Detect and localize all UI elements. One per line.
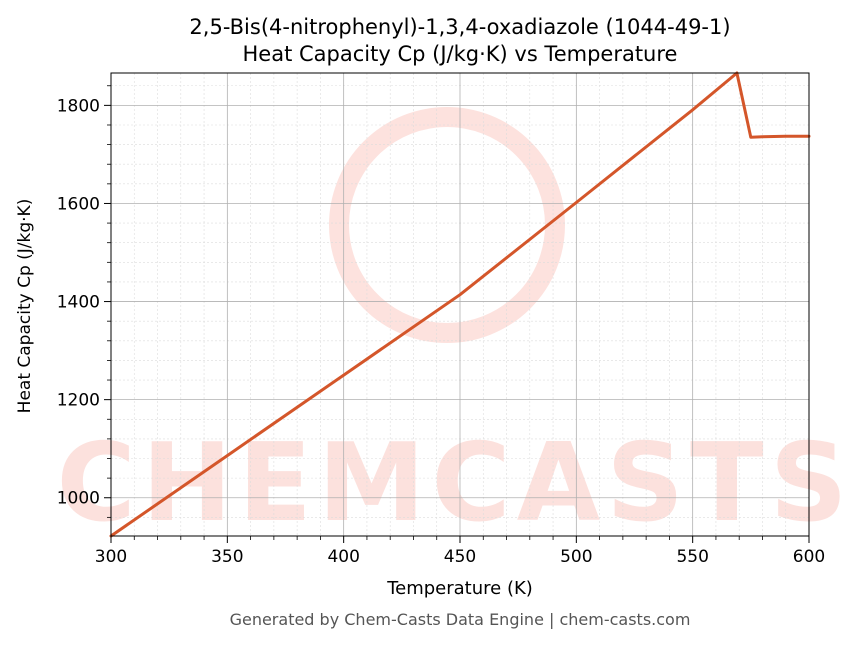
x-tick-label: 500 — [560, 547, 592, 567]
x-tick-label: 350 — [211, 547, 243, 567]
x-tick-label: 300 — [95, 547, 127, 567]
y-tick-label: 1600 — [57, 194, 100, 214]
x-tick-label: 550 — [676, 547, 708, 567]
x-axis-label: Temperature (K) — [386, 578, 533, 599]
footer-credit: Generated by Chem-Casts Data Engine | ch… — [230, 610, 691, 629]
chemcasts-watermark: CHEMCASTS — [57, 107, 843, 546]
x-tick-label: 450 — [444, 547, 476, 567]
y-axis-ticks: 1000 1200 1400 1600 1800 — [57, 85, 111, 518]
y-tick-label: 1800 — [57, 96, 100, 116]
x-tick-label: 400 — [327, 547, 359, 567]
cp-series-line — [109, 71, 811, 538]
y-tick-label: 1200 — [57, 391, 100, 411]
x-axis-ticks: 300 350 400 450 500 550 600 — [95, 536, 825, 567]
chart-title-line2: Heat Capacity Cp (J/kg·K) vs Temperature — [243, 42, 678, 66]
y-tick-label: 1400 — [57, 293, 100, 313]
y-axis-label: Heat Capacity Cp (J/kg·K) — [15, 199, 35, 414]
y-tick-label: 1000 — [57, 489, 100, 509]
chart-title-line1: 2,5-Bis(4-nitrophenyl)-1,3,4-oxadiazole … — [189, 15, 730, 39]
series-layer — [109, 71, 811, 538]
watermark-text: CHEMCASTS — [57, 421, 843, 546]
x-tick-label: 600 — [793, 547, 825, 567]
